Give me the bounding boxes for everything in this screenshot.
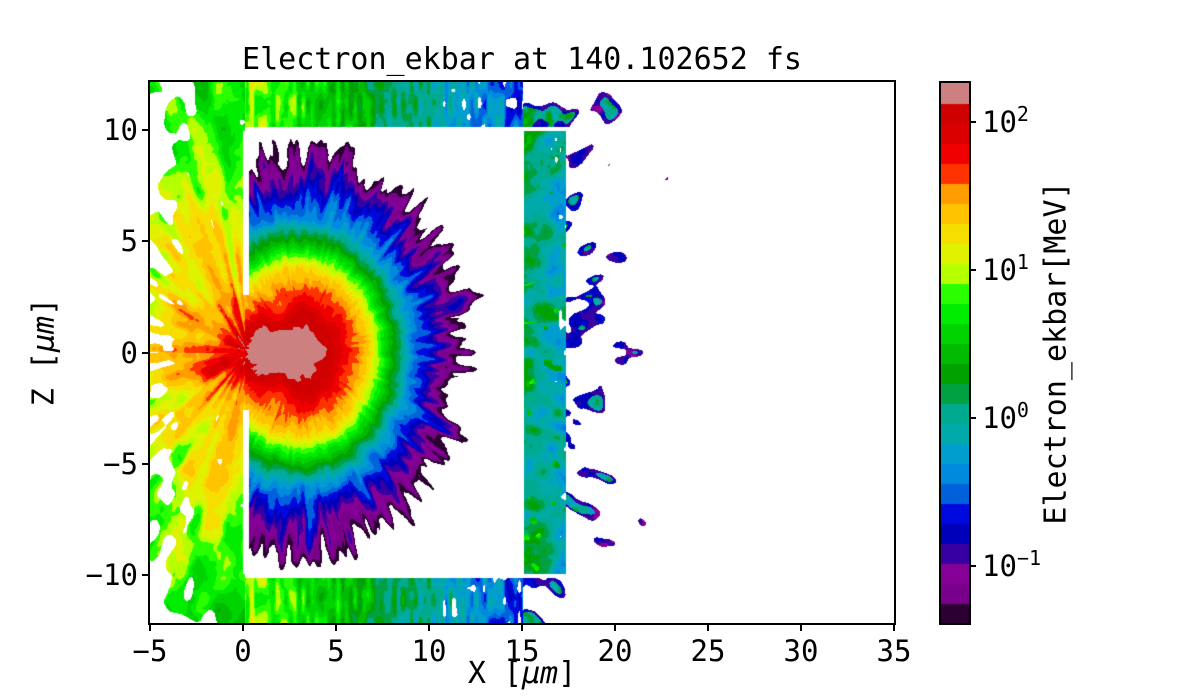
colorbar-tick-label: 10−1 bbox=[982, 546, 1042, 584]
colorbar-tick-mark bbox=[969, 417, 976, 420]
y-tick-label: −5 bbox=[103, 446, 138, 481]
x-axis-label-post: ] bbox=[558, 656, 577, 691]
y-tick-mark bbox=[142, 462, 150, 465]
x-tick-mark bbox=[242, 623, 244, 631]
x-axis-label-pre: X [ bbox=[467, 656, 522, 691]
x-axis-label: X [μm] bbox=[468, 656, 576, 691]
x-tick-mark bbox=[893, 623, 895, 631]
x-tick-label: 0 bbox=[234, 634, 252, 668]
y-tick-label: 10 bbox=[103, 112, 138, 147]
y-tick-mark bbox=[142, 128, 150, 131]
colorbar-tick-label: 102 bbox=[982, 102, 1029, 140]
x-tick-mark bbox=[521, 623, 523, 631]
y-tick-mark bbox=[142, 574, 150, 577]
x-tick-mark bbox=[614, 623, 616, 631]
plot-title: Electron_ekbar at 140.102652 fs bbox=[242, 42, 802, 77]
x-tick-mark bbox=[707, 623, 709, 631]
x-tick-label: 25 bbox=[690, 634, 726, 668]
y-tick-mark bbox=[142, 351, 150, 354]
colorbar-tick-mark bbox=[969, 121, 976, 124]
y-tick-label: 5 bbox=[120, 224, 138, 259]
x-tick-label: 20 bbox=[597, 634, 633, 668]
x-tick-label: 5 bbox=[327, 634, 345, 668]
x-tick-label: 10 bbox=[411, 634, 447, 668]
x-tick-mark bbox=[149, 623, 151, 631]
y-tick-mark bbox=[142, 240, 150, 243]
colorbar-tick-mark bbox=[969, 269, 976, 272]
colorbar-tick-label: 100 bbox=[982, 398, 1029, 436]
x-tick-mark bbox=[428, 623, 430, 631]
x-tick-label: −5 bbox=[132, 634, 168, 668]
colorbar-label: Electron_ekbar[MeV] bbox=[1038, 181, 1074, 525]
x-axis-label-unit: μm bbox=[522, 656, 559, 691]
heatmap-canvas bbox=[150, 82, 894, 623]
x-tick-label: 35 bbox=[876, 634, 912, 668]
colorbar-canvas bbox=[941, 83, 969, 623]
colorbar-tick-mark bbox=[969, 565, 976, 568]
colorbar-tick-label: 101 bbox=[982, 250, 1029, 288]
x-tick-mark bbox=[800, 623, 802, 631]
colorbar-frame bbox=[939, 81, 971, 625]
plot-frame bbox=[148, 80, 896, 625]
y-axis-label-post: ] bbox=[26, 297, 62, 316]
y-tick-label: −10 bbox=[85, 558, 138, 593]
x-tick-label: 15 bbox=[504, 634, 540, 668]
x-tick-label: 30 bbox=[783, 634, 819, 668]
x-tick-mark bbox=[335, 623, 337, 631]
y-tick-label: 0 bbox=[120, 335, 138, 370]
